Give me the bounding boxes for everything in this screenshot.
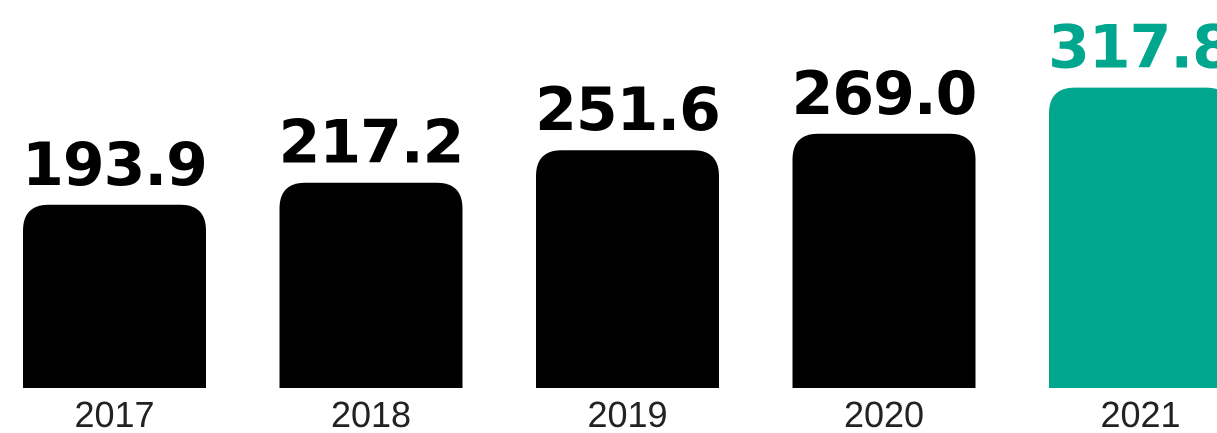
value-label-2021: 317.8 [1048, 13, 1217, 83]
bar-2019 [536, 150, 719, 388]
value-label-2019: 251.6 [535, 75, 720, 145]
value-label-2018: 217.2 [279, 108, 464, 178]
value-label-2017: 193.9 [22, 130, 207, 200]
value-label-2020: 269.0 [792, 59, 977, 129]
bar-2020 [792, 133, 976, 388]
bar-2017 [23, 204, 206, 388]
x-tick-label-2019: 2019 [587, 394, 667, 433]
x-tick-label-2018: 2018 [331, 394, 411, 433]
x-tick-label-2020: 2020 [844, 394, 924, 433]
bar-2018 [279, 182, 463, 388]
x-tick-label-2017: 2017 [74, 394, 154, 433]
bar-2021 [1049, 87, 1217, 388]
x-tick-label-2021: 2021 [1100, 394, 1180, 433]
